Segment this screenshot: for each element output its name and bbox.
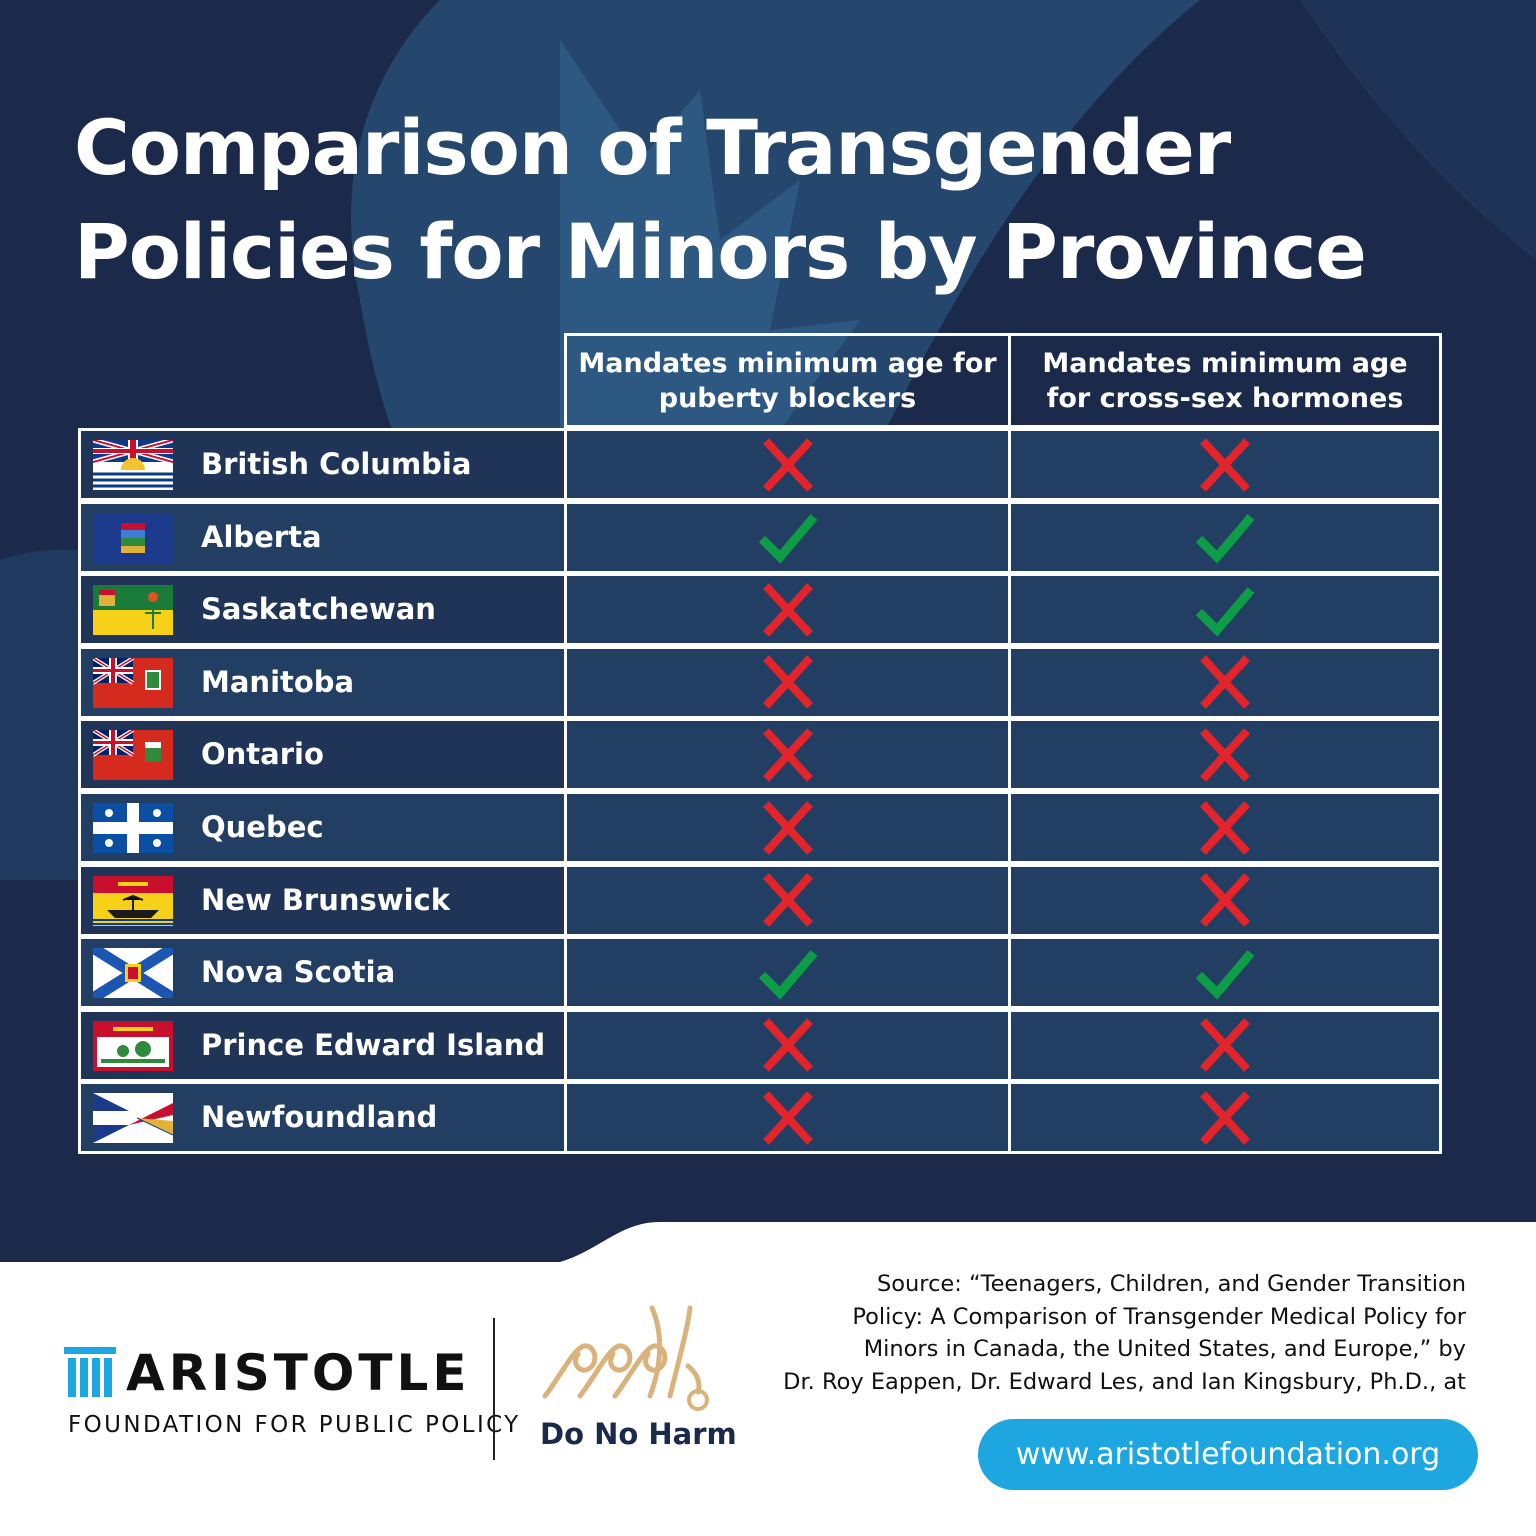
puberty-blockers-cell xyxy=(564,428,1011,501)
do-no-harm-logo-text: Do No Harm xyxy=(540,1417,737,1451)
province-name: Prince Edward Island xyxy=(201,1027,546,1062)
check-icon xyxy=(758,514,817,564)
puberty-blockers-cell xyxy=(564,573,1011,647)
province-cell: New Brunswick xyxy=(78,863,567,937)
check-icon xyxy=(1195,949,1255,1000)
province-name: Alberta xyxy=(201,519,322,554)
cross-sex-hormones-cell xyxy=(1008,573,1442,647)
cross-sex-hormones-cell xyxy=(1008,718,1442,792)
province-cell: Prince Edward Island xyxy=(78,1008,567,1082)
table-row: New Brunswick xyxy=(78,863,1442,937)
title-line-1: Comparison of Transgender xyxy=(74,103,1231,192)
check-icon xyxy=(758,949,817,1000)
table-row: Prince Edward Island xyxy=(78,1008,1442,1082)
province-name: New Brunswick xyxy=(201,882,450,917)
cross-icon xyxy=(1200,655,1250,709)
province-name: British Columbia xyxy=(201,447,472,481)
province-name: Quebec xyxy=(201,810,324,844)
newfoundland-flag xyxy=(93,1093,173,1144)
table-row: Newfoundland xyxy=(78,1081,1442,1155)
column-header-puberty-blockers: Mandates minimum age for puberty blocker… xyxy=(564,333,1011,428)
source-line: Policy: A Comparison of Transgender Medi… xyxy=(852,1303,1466,1330)
table-row: British Columbia xyxy=(78,428,1442,501)
cross-sex-hormones-cell xyxy=(1008,645,1442,719)
cross-sex-hormones-cell xyxy=(1008,863,1442,937)
aristotle-logo-subtitle: FOUNDATION FOR PUBLIC POLICY xyxy=(68,1412,521,1438)
puberty-blockers-cell xyxy=(564,645,1011,719)
province-cell: Nova Scotia xyxy=(78,936,567,1010)
province-cell: Ontario xyxy=(78,718,567,792)
puberty-blockers-cell xyxy=(564,791,1011,864)
table-row: Alberta xyxy=(78,500,1442,574)
province-cell: Alberta xyxy=(78,500,567,574)
cross-icon xyxy=(762,728,813,782)
cross-icon xyxy=(1200,1091,1250,1145)
british-columbia-flag xyxy=(93,440,173,490)
table-row: Manitoba xyxy=(78,645,1442,719)
puberty-blockers-cell xyxy=(564,863,1011,937)
prince-edward-island-flag xyxy=(93,1020,173,1071)
check-icon xyxy=(1195,586,1255,637)
province-cell: Manitoba xyxy=(78,645,567,719)
cross-sex-hormones-cell xyxy=(1008,500,1442,574)
logo-divider xyxy=(493,1318,495,1460)
cross-sex-hormones-cell xyxy=(1008,791,1442,864)
cross-icon xyxy=(1200,873,1250,927)
table-row: Nova Scotia xyxy=(78,936,1442,1010)
aristotle-logo-text: ARISTOTLE xyxy=(126,1344,471,1402)
page-title: Comparison of Transgender Policies for M… xyxy=(74,96,1474,304)
cross-sex-hormones-cell xyxy=(1008,428,1442,501)
source-line: Source: “Teenagers, Children, and Gender… xyxy=(877,1271,1466,1297)
cross-icon xyxy=(762,800,813,855)
website-link[interactable]: www.aristotlefoundation.org xyxy=(978,1419,1478,1490)
ontario-flag xyxy=(93,730,173,781)
cross-icon xyxy=(762,437,813,492)
quebec-flag xyxy=(93,803,173,853)
province-cell: Quebec xyxy=(78,791,567,864)
cross-icon xyxy=(1200,437,1250,492)
cross-sex-hormones-cell xyxy=(1008,1008,1442,1082)
source-citation: Source: “Teenagers, Children, and Gender… xyxy=(706,1268,1466,1398)
puberty-blockers-cell xyxy=(564,718,1011,792)
cross-icon xyxy=(762,655,813,709)
stethoscope-icon xyxy=(542,1305,709,1411)
source-line: Minors in Canada, the United States, and… xyxy=(863,1336,1466,1362)
cross-icon xyxy=(1200,728,1250,782)
cross-icon xyxy=(762,582,813,637)
title-line-2: Policies for Minors by Province xyxy=(74,207,1367,296)
nova-scotia-flag xyxy=(93,948,173,999)
source-line: Dr. Roy Eappen, Dr. Edward Les, and Ian … xyxy=(783,1368,1466,1395)
cross-sex-hormones-cell xyxy=(1008,936,1442,1010)
saskatchewan-flag xyxy=(93,585,173,636)
province-name: Newfoundland xyxy=(201,1100,438,1135)
puberty-blockers-cell xyxy=(564,500,1011,574)
table-row: Saskatchewan xyxy=(78,573,1442,647)
column-header-cross-sex-hormones: Mandates minimum age for cross-sex hormo… xyxy=(1008,333,1442,428)
new-brunswick-flag xyxy=(93,875,173,926)
table-row: Quebec xyxy=(78,791,1442,864)
puberty-blockers-cell xyxy=(564,1008,1011,1082)
manitoba-flag xyxy=(93,657,173,708)
cross-sex-hormones-cell xyxy=(1008,1081,1442,1155)
province-name: Nova Scotia xyxy=(201,955,396,990)
province-name: Ontario xyxy=(201,737,324,772)
province-cell: Saskatchewan xyxy=(78,573,567,647)
alberta-flag xyxy=(93,512,173,563)
province-name: Manitoba xyxy=(201,664,355,699)
province-cell: Newfoundland xyxy=(78,1081,567,1155)
cross-icon xyxy=(1200,1018,1250,1072)
cross-icon xyxy=(1200,800,1250,855)
check-icon xyxy=(1195,514,1255,564)
table-row: Ontario xyxy=(78,718,1442,792)
cross-icon xyxy=(762,1091,813,1145)
cross-icon xyxy=(762,873,813,927)
cross-icon xyxy=(762,1018,813,1072)
puberty-blockers-cell xyxy=(564,936,1011,1010)
column-pillar-icon xyxy=(64,1347,116,1397)
province-cell: British Columbia xyxy=(78,428,567,501)
province-name: Saskatchewan xyxy=(201,592,436,627)
puberty-blockers-cell xyxy=(564,1081,1011,1155)
